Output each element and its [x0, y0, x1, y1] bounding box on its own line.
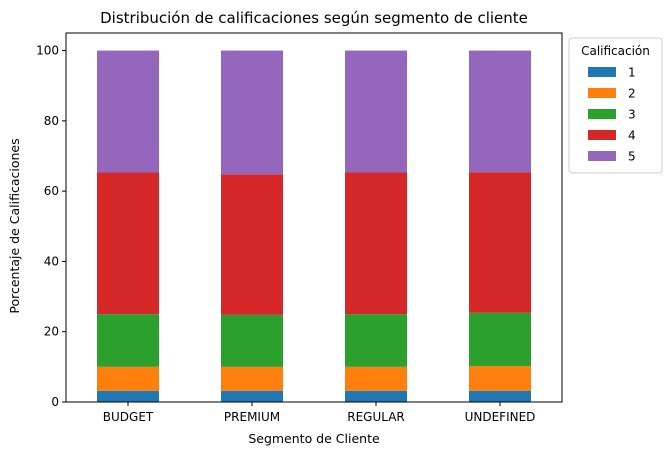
legend-title: Calificación: [581, 44, 650, 58]
bar-segment-undefined-rating-4: [469, 172, 531, 313]
legend-label-5: 5: [628, 150, 636, 164]
bar-segment-undefined-rating-3: [469, 312, 531, 367]
bar-segment-premium-rating-3: [221, 314, 283, 367]
legend-swatch-2: [588, 88, 616, 98]
y-tick-label: 0: [51, 395, 59, 409]
bar-segment-budget-rating-1: [97, 390, 159, 402]
legend-label-2: 2: [628, 87, 636, 101]
y-tick-label: 100: [36, 44, 59, 58]
bar-segment-undefined-rating-1: [469, 390, 531, 402]
bar-segment-regular-rating-5: [345, 50, 407, 173]
plot-frame: [65, 32, 563, 403]
bar-segment-regular-rating-3: [345, 314, 407, 367]
bar-segment-premium-rating-2: [221, 366, 283, 391]
bar-segment-budget-rating-2: [97, 366, 159, 391]
x-tick-label: UNDEFINED: [465, 410, 536, 424]
legend-label-1: 1: [628, 66, 636, 80]
chart-title: Distribución de calificaciones según seg…: [100, 9, 528, 27]
x-tick-label: PREMIUM: [224, 410, 280, 424]
legend-swatch-4: [588, 130, 616, 140]
x-axis-label: Segmento de Cliente: [248, 431, 380, 446]
legend: Calificación 1 2 3 4 5: [568, 37, 663, 174]
y-axis-label: Porcentaje de Calificaciones: [7, 138, 22, 313]
legend-label-3: 3: [628, 108, 636, 122]
bar-segment-premium-rating-4: [221, 174, 283, 315]
y-tick-label: 40: [44, 254, 59, 268]
y-tick-label: 80: [44, 114, 59, 128]
bar-segment-premium-rating-5: [221, 50, 283, 175]
axes-group: 0 20 40 60 80 100 BUDGET PREMIUM REGULAR UNDEFINE…: [36, 32, 563, 424]
bar-segment-regular-rating-2: [345, 366, 407, 391]
bar-segment-budget-rating-5: [97, 50, 159, 173]
bars-group: [97, 50, 531, 402]
legend-label-4: 4: [628, 129, 636, 143]
y-tick-label: 60: [44, 184, 59, 198]
bar-segment-regular-rating-1: [345, 390, 407, 402]
bar-segment-budget-rating-4: [97, 172, 159, 315]
legend-swatch-1: [588, 67, 616, 77]
bar-segment-premium-rating-1: [221, 390, 283, 402]
bar-segment-undefined-rating-5: [469, 50, 531, 173]
legend-swatch-5: [588, 151, 616, 161]
bar-segment-undefined-rating-2: [469, 366, 531, 391]
y-tick-label: 20: [44, 325, 59, 339]
x-tick-label: REGULAR: [347, 410, 405, 424]
x-tick-label: BUDGET: [103, 410, 154, 424]
legend-swatch-3: [588, 109, 616, 119]
bar-segment-regular-rating-4: [345, 172, 407, 315]
bar-segment-budget-rating-3: [97, 314, 159, 367]
